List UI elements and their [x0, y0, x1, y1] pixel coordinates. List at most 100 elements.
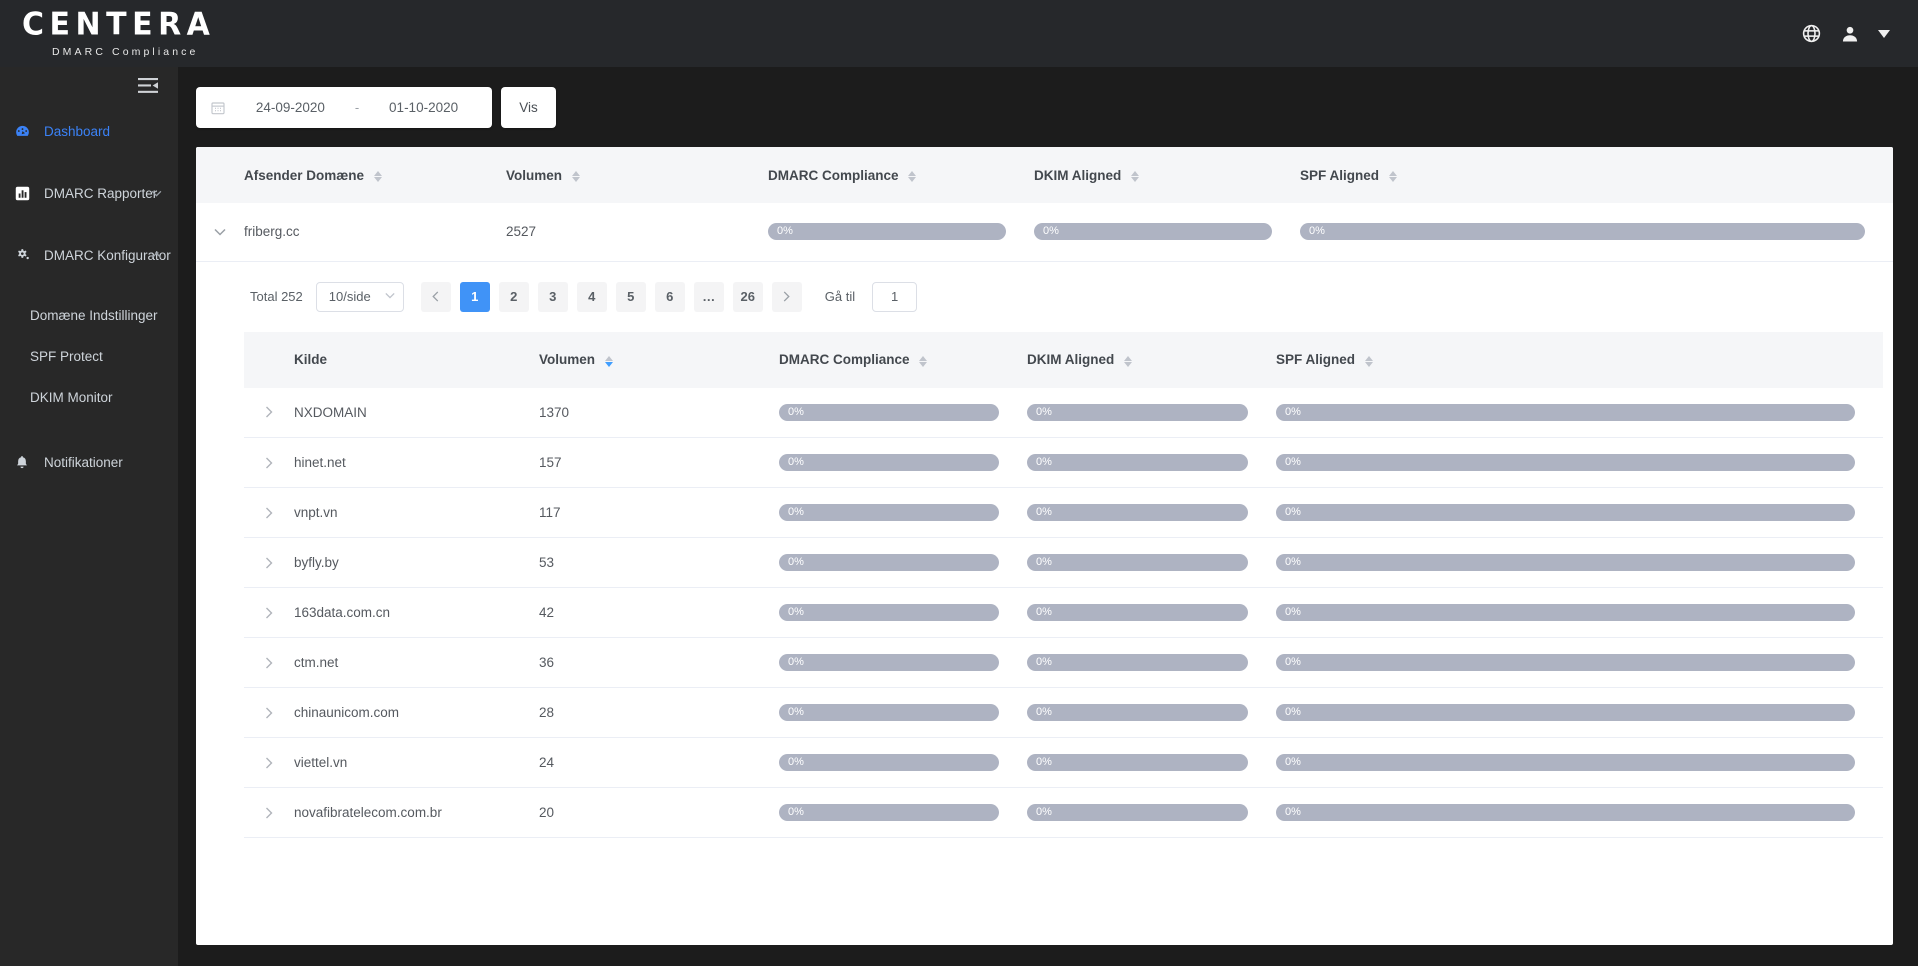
bar-value: 0% — [1285, 606, 1301, 618]
sort-icon[interactable] — [373, 171, 382, 183]
bar-value: 0% — [1036, 806, 1052, 818]
spf-aligned-bar: 0% — [1276, 504, 1855, 521]
date-range-picker[interactable]: 24-09-2020 - 01-10-2020 — [196, 87, 492, 128]
collapse-menu-icon[interactable] — [138, 78, 158, 98]
chevron-down-icon[interactable] — [196, 228, 244, 236]
column-header-dmarc-compliance[interactable]: DMARC Compliance — [779, 332, 1027, 388]
sort-icon[interactable] — [604, 355, 613, 367]
bar-value: 0% — [788, 756, 804, 768]
table-row[interactable]: friberg.cc 2527 0% 0% — [196, 203, 1893, 261]
table-header-row: Kilde Volumen DMARC Compliance — [244, 331, 1883, 388]
expand-cell[interactable] — [244, 438, 294, 488]
column-header-volumen[interactable]: Volumen — [506, 147, 768, 203]
sidebar-subitem-label: Domæne Indstillinger — [30, 308, 158, 323]
sort-icon[interactable] — [1364, 355, 1373, 367]
chevron-down-icon[interactable] — [1878, 29, 1890, 38]
spf-aligned-bar: 0% — [1276, 754, 1855, 771]
table-row[interactable]: ctm.net 36 0% 0% 0% — [244, 638, 1883, 688]
table-row[interactable]: viettel.vn 24 0% 0% 0% — [244, 738, 1883, 788]
vis-button[interactable]: Vis — [501, 87, 556, 128]
cell-source: NXDOMAIN — [294, 404, 367, 420]
sidebar-item-label: DMARC Konfigurator — [44, 247, 171, 263]
bar-value: 0% — [1285, 506, 1301, 518]
sort-icon[interactable] — [1124, 355, 1133, 367]
bar-value: 0% — [1285, 656, 1301, 668]
pagination-page-3[interactable]: 3 — [537, 281, 568, 312]
column-header-spf-aligned[interactable]: SPF Aligned — [1276, 332, 1883, 388]
column-header-dmarc-compliance[interactable]: DMARC Compliance — [768, 147, 1034, 203]
pagination-page-4[interactable]: 4 — [576, 281, 607, 312]
chevron-right-icon[interactable] — [244, 657, 294, 669]
pagination-next-button[interactable] — [771, 281, 802, 312]
dmarc-compliance-bar: 0% — [779, 754, 999, 771]
sidebar-item-notifikationer[interactable]: Notifikationer — [0, 440, 178, 484]
start-date-value[interactable]: 24-09-2020 — [255, 100, 325, 115]
pagination-goto-input[interactable] — [872, 281, 918, 312]
pagination-page-2[interactable]: 2 — [498, 281, 529, 312]
expand-cell[interactable] — [244, 788, 294, 838]
table-row[interactable]: NXDOMAIN 1370 0% 0% 0% — [244, 388, 1883, 438]
table-row[interactable]: byfly.by 53 0% 0% 0% — [244, 538, 1883, 588]
chevron-right-icon[interactable] — [244, 406, 294, 418]
globe-icon[interactable] — [1801, 23, 1822, 44]
sort-icon[interactable] — [571, 171, 580, 183]
chevron-up-icon[interactable] — [151, 251, 162, 259]
pagination-ellipsis[interactable]: … — [693, 281, 724, 312]
sidebar-item-dashboard[interactable]: Dashboard — [0, 109, 178, 153]
dkim-aligned-bar: 0% — [1034, 223, 1272, 241]
pagination-page-26[interactable]: 26 — [732, 281, 763, 312]
sidebar-item-dmarc-konfigurator[interactable]: DMARC Konfigurator — [0, 233, 178, 277]
column-header-kilde[interactable]: Kilde — [294, 332, 539, 388]
chevron-right-icon[interactable] — [244, 807, 294, 819]
expand-cell[interactable] — [244, 688, 294, 738]
bar-value: 0% — [1036, 656, 1052, 668]
expand-cell[interactable] — [244, 738, 294, 788]
column-header-volumen[interactable]: Volumen — [539, 332, 779, 388]
cell-dkim-aligned: 0% — [1027, 688, 1276, 738]
table-row[interactable]: 163data.com.cn 42 0% 0% 0% — [244, 588, 1883, 638]
expand-cell[interactable] — [244, 538, 294, 588]
sort-icon[interactable] — [1388, 171, 1397, 183]
table-row[interactable]: hinet.net 157 0% 0% 0% — [244, 438, 1883, 488]
chevron-right-icon[interactable] — [244, 757, 294, 769]
expand-cell[interactable] — [244, 588, 294, 638]
column-header-afsender-domaene[interactable]: Afsender Domæne — [244, 147, 506, 203]
expand-cell[interactable] — [196, 203, 244, 261]
sidebar-subitem-dkim-monitor[interactable]: DKIM Monitor — [0, 377, 178, 418]
expand-cell[interactable] — [244, 638, 294, 688]
table-row[interactable]: chinaunicom.com 28 0% 0% 0% — [244, 688, 1883, 738]
sort-icon[interactable] — [908, 171, 917, 183]
table-row[interactable]: novafibratelecom.com.br 20 0% 0% 0% — [244, 788, 1883, 838]
pagination-page-5[interactable]: 5 — [615, 281, 646, 312]
table-row[interactable]: vnpt.vn 117 0% 0% 0% — [244, 488, 1883, 538]
column-header-dkim-aligned[interactable]: DKIM Aligned — [1034, 147, 1300, 203]
chevron-right-icon[interactable] — [244, 457, 294, 469]
bar-value: 0% — [1036, 506, 1052, 518]
sidebar-item-dmarc-rapporter[interactable]: DMARC Rapporter — [0, 171, 178, 215]
sidebar-subitem-spf-protect[interactable]: SPF Protect — [0, 336, 178, 377]
date-range-separator: - — [354, 100, 360, 115]
pagination-prev-button[interactable] — [420, 281, 451, 312]
chevron-right-icon[interactable] — [244, 707, 294, 719]
page-size-select[interactable]: 10/side — [315, 281, 404, 312]
dmarc-compliance-bar: 0% — [779, 704, 999, 721]
end-date-value[interactable]: 01-10-2020 — [389, 100, 459, 115]
bar-value: 0% — [1285, 806, 1301, 818]
pagination-page-6[interactable]: 6 — [654, 281, 685, 312]
column-header-spf-aligned[interactable]: SPF Aligned — [1300, 147, 1893, 203]
chevron-right-icon[interactable] — [244, 507, 294, 519]
column-header-dkim-aligned[interactable]: DKIM Aligned — [1027, 332, 1276, 388]
pagination-page-1[interactable]: 1 — [459, 281, 490, 312]
sort-icon[interactable] — [919, 355, 928, 367]
chevron-right-icon[interactable] — [244, 607, 294, 619]
sort-icon[interactable] — [1131, 171, 1140, 183]
source-table: Kilde Volumen DMARC Compliance — [244, 331, 1883, 839]
bar-value: 0% — [788, 706, 804, 718]
expand-cell[interactable] — [244, 388, 294, 438]
chevron-down-icon[interactable] — [151, 190, 162, 197]
pagination-total: Total 252 — [250, 289, 303, 304]
user-icon[interactable] — [1840, 24, 1860, 44]
chevron-right-icon[interactable] — [244, 557, 294, 569]
sidebar-subitem-domaene-indstillinger[interactable]: Domæne Indstillinger — [0, 295, 178, 336]
expand-cell[interactable] — [244, 488, 294, 538]
